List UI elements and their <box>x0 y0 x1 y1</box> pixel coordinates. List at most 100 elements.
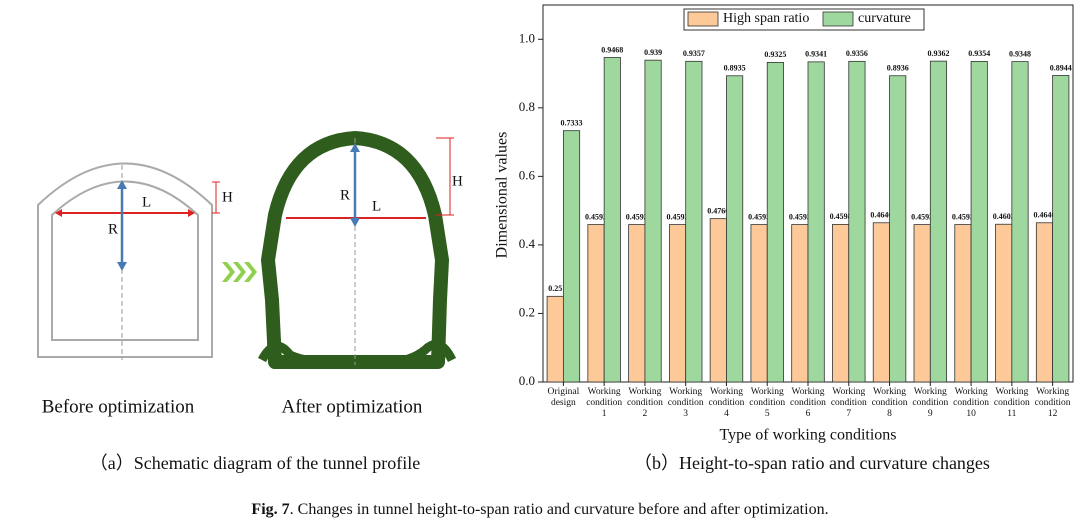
bar <box>628 224 646 383</box>
bar <box>668 224 687 383</box>
x-tick-label-box: Working condition 4 <box>708 387 745 419</box>
x-tick-label: Working condition 4 <box>708 387 745 419</box>
label-r: R <box>340 187 350 203</box>
subtitle-a: （a）Schematic diagram of the tunnel profi… <box>90 453 420 473</box>
bar <box>546 295 564 383</box>
x-tick-label: Working condition 12 <box>1034 387 1071 419</box>
value-label: 0.8936 <box>887 64 909 73</box>
bar <box>1035 222 1054 383</box>
label-l: L <box>142 194 151 210</box>
x-tick-label: Working condition 7 <box>830 387 867 419</box>
y-tick-label: 0.6 <box>519 167 536 182</box>
label-h: H <box>452 173 463 189</box>
x-tick-label-box: Working condition 7 <box>830 387 867 419</box>
bar <box>995 223 1013 383</box>
legend-swatch <box>687 11 719 27</box>
legend-label: curvature <box>858 11 911 26</box>
x-tick-label: Working condition 11 <box>993 387 1030 419</box>
x-tick-label-box: Working condition 12 <box>1034 387 1071 419</box>
bar <box>848 60 866 383</box>
subtitle-b: （b）Height-to-span ratio and curvature ch… <box>634 453 990 473</box>
legend: High span ratio curvature <box>683 8 925 31</box>
value-label: 0.4593 <box>952 212 974 221</box>
bar <box>889 75 907 383</box>
y-tick-label: 0.4 <box>519 236 536 251</box>
label-h: H <box>222 189 233 205</box>
value-label: 0.8944 <box>1050 63 1072 72</box>
x-tick-label-box: Working condition 3 <box>667 387 704 419</box>
x-tick-label-box: Working condition 11 <box>993 387 1030 419</box>
caption-label: Fig. 7 <box>251 501 289 518</box>
bar <box>929 60 948 383</box>
value-label: 0.939 <box>644 48 662 57</box>
value-label: 0.4646 <box>870 211 892 220</box>
value-label: 0.25 <box>548 284 562 293</box>
y-tick-label: 1.0 <box>519 30 535 45</box>
legend-swatch <box>822 11 854 27</box>
bar <box>872 222 890 383</box>
value-label: 0.9341 <box>805 50 827 59</box>
bar <box>832 224 850 383</box>
x-tick-label: Working condition 6 <box>790 387 826 419</box>
radius-arrows <box>350 143 360 227</box>
value-label: 0.7333 <box>561 119 583 128</box>
legend-frame <box>683 8 925 31</box>
value-label: 0.9357 <box>683 49 705 58</box>
value-label: 0.4593 <box>667 212 689 221</box>
value-label: 0.4593 <box>748 212 770 221</box>
bar <box>954 224 972 383</box>
value-label: 0.9468 <box>601 45 623 54</box>
x-tick-label-box: Working condition 2 <box>626 387 663 419</box>
x-tick-label-box: Working condition 6 <box>790 387 826 419</box>
after-profile <box>258 131 457 369</box>
x-tick-label: Working condition 5 <box>749 387 786 419</box>
bar <box>807 61 825 383</box>
y-tick-label: 0.8 <box>519 99 535 114</box>
x-tick-label: Working condition 9 <box>912 387 949 419</box>
bar <box>709 218 727 383</box>
after-label: After optimization <box>282 396 423 417</box>
x-tick-label: Working condition 2 <box>626 387 663 419</box>
x-tick-label-box: Working condition 1 <box>586 387 622 419</box>
x-tick-label: Original design <box>547 387 580 408</box>
value-label: 0.4598 <box>830 212 852 221</box>
bar <box>1052 75 1070 383</box>
x-tick-label-box: Working condition 9 <box>912 387 949 419</box>
height-marker <box>436 137 454 216</box>
caption: Fig. 7. Changes in tunnel height-to-span… <box>251 501 828 518</box>
y-tick-label: 0.0 <box>519 373 535 388</box>
height-marker <box>212 181 220 214</box>
x-tick-label-box: Working condition 8 <box>872 387 908 419</box>
bar <box>791 224 809 383</box>
bar <box>603 57 621 383</box>
value-label: 0.4593 <box>789 212 811 221</box>
x-tick-label: Working condition 10 <box>953 387 990 419</box>
value-label: 0.4646 <box>1033 211 1055 220</box>
value-label: 0.4593 <box>626 212 648 221</box>
bar <box>1011 61 1029 383</box>
bar <box>562 130 581 383</box>
base-corners <box>258 339 457 367</box>
inner-outline <box>51 180 199 341</box>
value-label: 0.4593 <box>585 212 607 221</box>
value-label: 0.8935 <box>724 64 746 73</box>
value-label: 0.9325 <box>764 50 786 59</box>
x-tick-label-box: Original design <box>547 387 580 408</box>
x-axis-title: Type of working conditions <box>719 427 896 444</box>
bar <box>970 61 988 383</box>
bar <box>644 59 662 383</box>
bar <box>766 62 784 383</box>
bar <box>726 75 744 383</box>
x-tick-label-box: Working condition 10 <box>953 387 990 419</box>
legend-label: High span ratio <box>723 11 809 26</box>
value-label: 0.9356 <box>846 49 868 58</box>
value-label: 0.9354 <box>968 49 990 58</box>
x-tick-label-box: Working condition 5 <box>749 387 786 419</box>
y-tick-label: 0.2 <box>519 304 535 319</box>
caption-text: . Changes in tunnel height-to-span ratio… <box>290 501 829 518</box>
before-label: Before optimization <box>42 396 195 417</box>
value-label: 0.4593 <box>911 212 933 221</box>
value-label: 0.4603 <box>993 212 1015 221</box>
x-tick-label: Working condition 3 <box>667 387 704 419</box>
